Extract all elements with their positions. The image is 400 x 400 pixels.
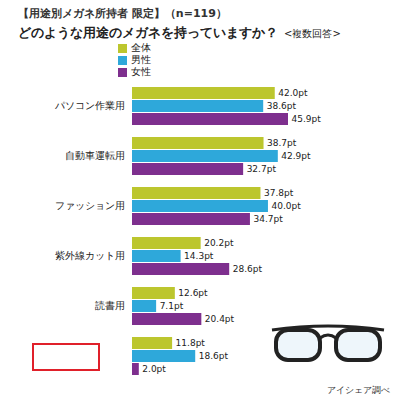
svg-text:12.6pt: 12.6pt bbox=[178, 288, 208, 298]
svg-text:28.6pt: 28.6pt bbox=[233, 264, 263, 274]
svg-text:42.9pt: 42.9pt bbox=[281, 151, 311, 161]
html-text:【用途別メガネ所持者 限定】（n=119）: 【用途別メガネ所持者 限定】（n=119） bbox=[18, 7, 227, 20]
svg-text:42.0pt: 42.0pt bbox=[278, 88, 308, 98]
svg-text:11.8pt: 11.8pt bbox=[176, 338, 206, 348]
svg-text:40.0pt: 40.0pt bbox=[271, 201, 301, 211]
svg-text:18.6pt: 18.6pt bbox=[199, 351, 229, 361]
html-text:全体: 全体 bbox=[131, 42, 151, 53]
html-text:アイシェア調べ: アイシェア調べ bbox=[327, 385, 390, 395]
html-text:男性: 男性 bbox=[131, 54, 151, 65]
svg-text:読書用: 読書用 bbox=[95, 300, 125, 311]
svg-text:45.9pt: 45.9pt bbox=[292, 114, 322, 124]
html-text:<複数回答>: <複数回答> bbox=[284, 28, 341, 39]
svg-text:37.8pt: 37.8pt bbox=[264, 188, 294, 198]
svg-text:20.4pt: 20.4pt bbox=[205, 314, 235, 324]
svg-text:38.6pt: 38.6pt bbox=[267, 101, 297, 111]
svg-text:ファッション用: ファッション用 bbox=[55, 200, 125, 211]
svg-text:34.7pt: 34.7pt bbox=[253, 214, 283, 224]
svg-text:紫外線カット用: 紫外線カット用 bbox=[55, 250, 125, 261]
html-text:女性: 女性 bbox=[131, 66, 151, 77]
svg-text:パソコン作業用: パソコン作業用 bbox=[54, 100, 125, 111]
svg-text:32.7pt: 32.7pt bbox=[247, 164, 277, 174]
svg-text:38.7pt: 38.7pt bbox=[267, 138, 297, 148]
svg-text:14.3pt: 14.3pt bbox=[184, 251, 214, 261]
html-text:どのような用途のメガネを持っていますか？: どのような用途のメガネを持っていますか？ bbox=[18, 25, 278, 40]
svg-text:20.2pt: 20.2pt bbox=[204, 238, 234, 248]
svg-text:2.0pt: 2.0pt bbox=[142, 364, 166, 374]
svg-text:自動車運転用: 自動車運転用 bbox=[65, 150, 125, 161]
svg-text:7.1pt: 7.1pt bbox=[160, 301, 184, 311]
